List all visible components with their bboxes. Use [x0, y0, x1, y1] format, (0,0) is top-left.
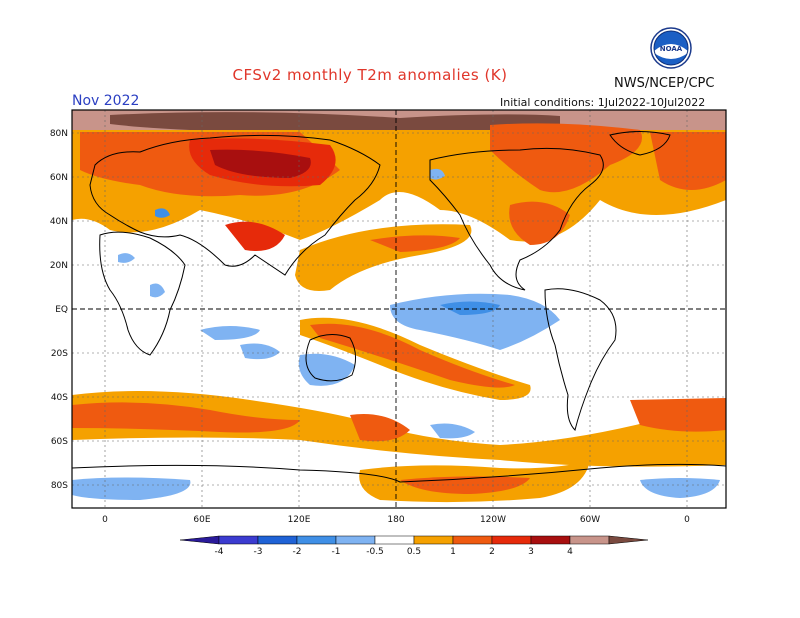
- mideast-cool-patch: [155, 208, 170, 218]
- lat-label: 60S: [51, 437, 68, 447]
- south-pacific-warm-core: [310, 323, 515, 388]
- australia-cool: [298, 353, 355, 386]
- noaa-logo-text: NOAA: [660, 45, 683, 53]
- us-east-warm-region: [509, 201, 570, 245]
- lat-label: 80S: [51, 481, 68, 491]
- eurasia-coast: [89, 134, 381, 276]
- map-title: CFSv2 monthly T2m anomalies (K): [232, 66, 508, 84]
- siberia-strong-region: [210, 149, 311, 178]
- colorbar-tick-label: -4: [215, 547, 224, 557]
- lat-label: 80N: [50, 129, 68, 139]
- colorbar-tick-label: -2: [293, 547, 302, 557]
- africa-cool-patch: [118, 253, 135, 263]
- lat-label: 20S: [51, 349, 68, 359]
- latitude-labels: 80N 60N 40N 20N EQ 20S 40S 60S 80S: [50, 129, 68, 491]
- colorbar-swatch: [413, 535, 454, 545]
- lon-label: 120E: [288, 515, 311, 525]
- colorbar-tick-label: 1: [450, 547, 456, 557]
- colorbar-swatch: [530, 535, 571, 545]
- colorbar-tick-label: 4: [567, 547, 573, 557]
- indian-ocean-cool-2: [240, 343, 280, 360]
- colorbar-tick-label: 2: [489, 547, 495, 557]
- colorbar-tick-label: 3: [528, 547, 534, 557]
- greenland-coast: [609, 131, 671, 156]
- colorbar-tick-label: -0.5: [366, 547, 384, 557]
- lon-label: 0: [684, 515, 690, 525]
- tasman-warm: [350, 414, 410, 442]
- indian-ocean-cool: [200, 326, 260, 340]
- equator-dateline: [72, 110, 726, 508]
- lat-label: 40N: [50, 217, 68, 227]
- colorbar-swatch: [296, 535, 337, 545]
- arctic-strong-anomaly: [110, 112, 560, 133]
- lon-label: 120W: [480, 515, 506, 525]
- equatorial-pacific-cool: [390, 293, 560, 350]
- north-pacific-core: [370, 235, 460, 252]
- canada-warm-region: [490, 123, 642, 193]
- map-gridlines: [72, 110, 726, 508]
- noaa-logo-icon: NOAA: [650, 27, 692, 69]
- north-america-coast: [429, 147, 604, 291]
- south-pacific-cool: [430, 423, 475, 439]
- lat-label: 40S: [51, 393, 68, 403]
- colorbar: -4 -3 -2 -1 -0.5 0.5 1 2 3 4: [179, 535, 649, 557]
- longitude-labels: 0 60E 120E 180 120W 60W 0: [102, 515, 690, 525]
- southern-ocean-warm-core: [72, 402, 300, 433]
- antarctic-cool-2: [640, 478, 720, 498]
- lon-label: 60W: [580, 515, 600, 525]
- colorbar-swatch: [569, 535, 610, 545]
- southern-ocean-warm: [72, 391, 726, 467]
- lon-label: 60E: [193, 515, 210, 525]
- colorbar-arrow-low: [179, 535, 220, 545]
- colorbar-tick-label: -1: [332, 547, 341, 557]
- lat-label: 20N: [50, 261, 68, 271]
- colorbar-tick-label: -3: [254, 547, 263, 557]
- colorbar-arrow-high: [608, 535, 649, 545]
- lon-label: 0: [102, 515, 108, 525]
- forecast-month: Nov 2022: [72, 93, 140, 109]
- lat-label: EQ: [55, 305, 68, 315]
- australia-coast: [305, 334, 356, 382]
- atlantic-north-warm: [650, 132, 726, 190]
- lon-label: 180: [387, 515, 404, 525]
- colorbar-tick-label: 0.5: [407, 547, 421, 557]
- africa-coast: [99, 231, 186, 356]
- lat-label: 60N: [50, 173, 68, 183]
- initial-conditions: Initial conditions: 1Jul2022-10Jul2022: [500, 96, 706, 109]
- coastlines: [72, 131, 726, 483]
- colorbar-swatch: [374, 535, 415, 545]
- colorbar-swatch: [452, 535, 493, 545]
- agency-label: NWS/NCEP/CPC: [614, 76, 715, 91]
- south-america-coast: [544, 288, 617, 431]
- colorbar-swatch: [257, 535, 298, 545]
- equatorial-pacific-cool-core: [440, 301, 500, 315]
- south-atlantic-warm-core: [630, 398, 726, 432]
- africa-cool-patch-2: [150, 283, 165, 298]
- antarctica-coast: [72, 463, 726, 483]
- anomaly-fields: [72, 110, 726, 508]
- tibet-warm-region: [225, 221, 285, 251]
- colorbar-swatch: [218, 535, 259, 545]
- map-frame: [71, 109, 727, 509]
- colorbar-swatch: [335, 535, 376, 545]
- antarctic-cool: [72, 477, 191, 500]
- colorbar-swatch: [491, 535, 532, 545]
